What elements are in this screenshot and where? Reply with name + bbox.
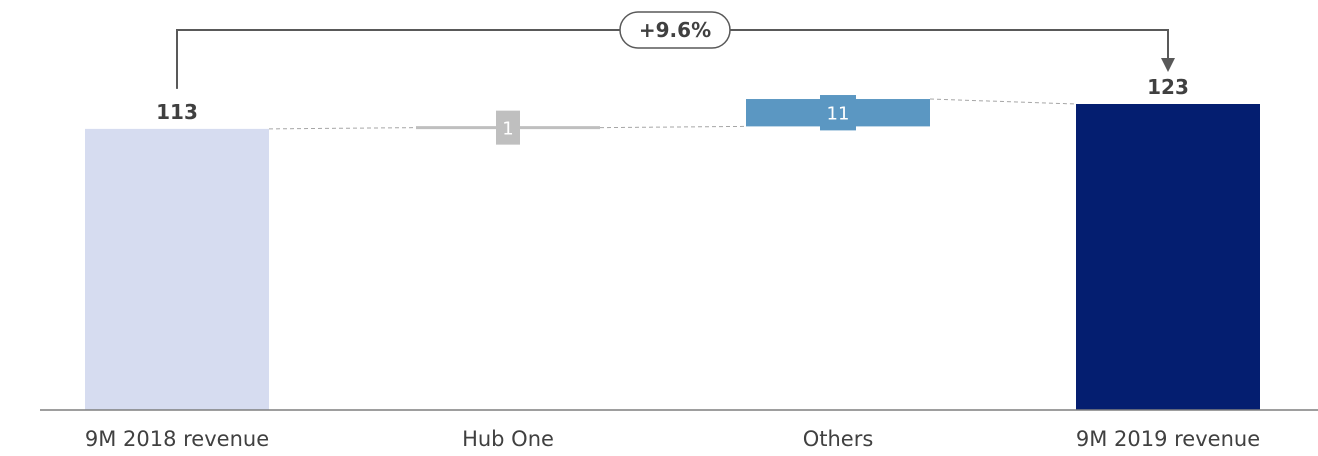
growth-bracket: +9.6%	[176, 11, 1175, 89]
bar-9m-2019-revenue	[1076, 104, 1260, 410]
bar-9m-2018-revenue	[85, 128, 269, 410]
category-label-hub-one: Hub One	[462, 427, 554, 451]
growth-bubble	[619, 11, 731, 49]
bar-hub-one-label-box	[496, 110, 520, 145]
connector-line-1	[268, 127, 417, 130]
bar-others-label-box	[820, 95, 856, 131]
value-label-9m-2018-revenue: 113	[156, 100, 198, 124]
bars	[85, 95, 1260, 410]
growth-label: +9.6%	[639, 18, 711, 42]
value-label-hub-one: 1	[502, 119, 513, 140]
connector-line-2	[599, 125, 747, 129]
category-labels: 9M 2018 revenue Hub One Others 9M 2019 r…	[85, 427, 1260, 451]
value-label-9m-2019-revenue: 123	[1147, 75, 1189, 99]
arrow-down-icon	[1161, 58, 1175, 72]
connector-lines	[268, 98, 1077, 130]
category-label-others: Others	[803, 427, 874, 451]
value-labels: 113 1 11 123	[156, 75, 1189, 140]
category-label-9m-2018-revenue: 9M 2018 revenue	[85, 427, 269, 451]
connector-line-3	[929, 98, 1077, 105]
value-label-others: 11	[827, 104, 850, 125]
category-label-9m-2019-revenue: 9M 2019 revenue	[1076, 427, 1260, 451]
